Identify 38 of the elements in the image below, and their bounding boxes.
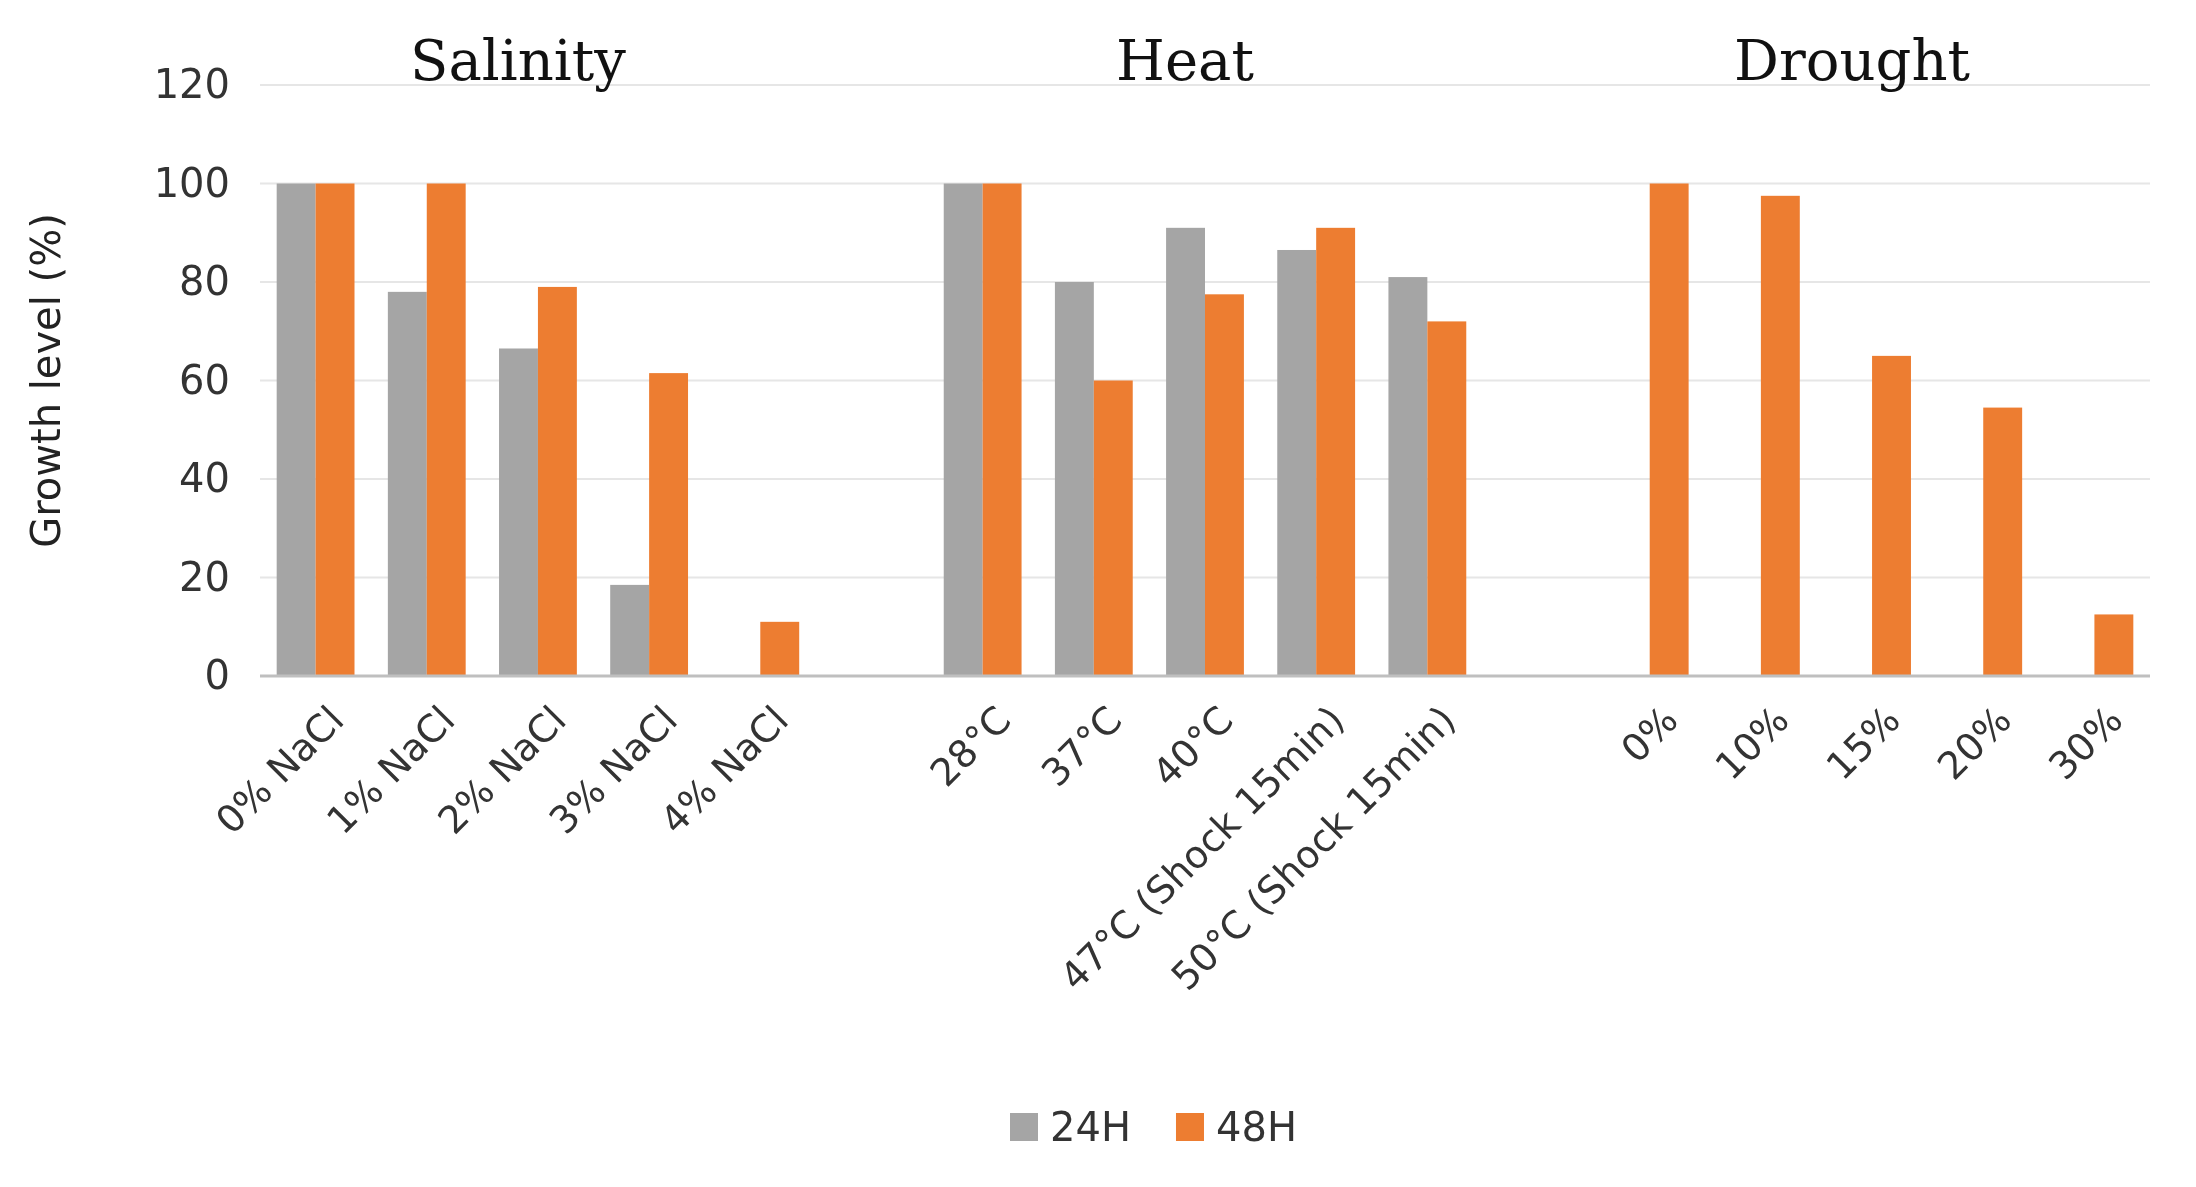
- y-tick-label: 100: [153, 159, 230, 206]
- legend-label: 24H: [1050, 1104, 1131, 1150]
- bar: [499, 348, 538, 676]
- y-tick-label: 120: [153, 61, 230, 108]
- legend-label: 48H: [1215, 1104, 1297, 1150]
- bar: [943, 183, 983, 676]
- annotation: Heat: [1116, 28, 1255, 93]
- bar: [1205, 294, 1244, 676]
- bar: [1054, 282, 1094, 676]
- annotation: Salinity: [410, 28, 627, 93]
- bar: [610, 584, 650, 676]
- y-tick-label: 0: [204, 652, 230, 699]
- bar: [1649, 183, 1689, 676]
- bar: [1388, 277, 1428, 676]
- y-tick-label: 80: [179, 258, 230, 305]
- bar: [1316, 227, 1356, 676]
- bar: [1760, 195, 1800, 676]
- x-tick-label: 0%: [1612, 697, 1687, 772]
- bar: [1166, 227, 1205, 676]
- bar: [1872, 355, 1911, 676]
- bar: [537, 286, 577, 676]
- bar: [760, 621, 800, 676]
- bar: [1427, 321, 1467, 676]
- bar: [2094, 614, 2134, 676]
- y-axis-title: Growth level (%): [23, 213, 69, 548]
- y-tick-label: 20: [179, 553, 230, 600]
- annotation: Drought: [1734, 28, 1971, 93]
- bar: [276, 183, 316, 676]
- bar: [1093, 380, 1133, 676]
- bar: [387, 291, 427, 676]
- bar: [315, 183, 355, 676]
- bar: [1983, 407, 2023, 676]
- bar: [1277, 249, 1317, 676]
- bar: [982, 183, 1022, 676]
- y-tick-label: 40: [179, 455, 230, 502]
- bar: [649, 373, 689, 676]
- bar: [426, 183, 466, 676]
- y-tick-label: 60: [179, 356, 230, 403]
